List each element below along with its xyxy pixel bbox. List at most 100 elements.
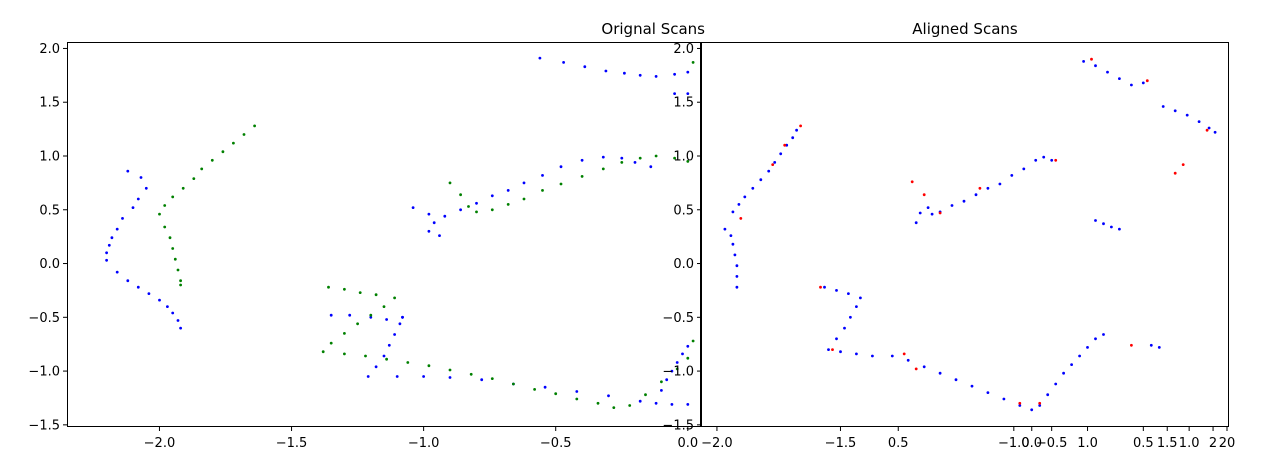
- original-green-point-7: [181, 186, 185, 190]
- aligned-blue-point-94: [938, 371, 942, 375]
- original-blue-point-46: [686, 70, 690, 74]
- original-blue-point-77: [660, 389, 663, 392]
- aligned-blue-point-100: [1030, 408, 1034, 412]
- original-green-point-1: [242, 133, 246, 136]
- aligned-scans-panel: −2.0 −1.5 0.5 −1.00.0−0.5 1.0 0.5 1.5 1.0 2 20−1.…: [662, 20, 1235, 451]
- original-green-point-20: [467, 205, 470, 208]
- original-blue-point-78: [654, 401, 658, 405]
- aligned-blue-point-93: [922, 365, 926, 369]
- aligned-red-point-3: [739, 217, 743, 220]
- original-y-tick-label-4: 0.5: [39, 203, 60, 218]
- aligned-blue-point-85: [843, 326, 846, 330]
- original-x-tick-label-2: −1.0: [408, 436, 440, 451]
- original-blue-point-44: [654, 75, 658, 78]
- aligned-blue-point-88: [839, 350, 842, 354]
- original-green-point-31: [654, 154, 658, 158]
- aligned-blue-point-41: [1130, 83, 1133, 87]
- original-green-point-18: [448, 181, 452, 185]
- aligned-blue-point-103: [1054, 382, 1058, 386]
- original-blue-point-75: [670, 369, 674, 373]
- aligned-blue-point-29: [1022, 167, 1026, 171]
- aligned-blue-point-5: [759, 178, 763, 182]
- original-blue-point-21: [427, 212, 431, 216]
- original-blue-point-51: [382, 354, 386, 358]
- original-green-point-35: [327, 285, 330, 289]
- original-blue-point-1: [139, 176, 143, 179]
- original-blue-point-26: [459, 208, 462, 212]
- original-green-point-5: [200, 167, 204, 171]
- aligned-x-tick-label-1: −1.5: [825, 436, 857, 451]
- aligned-red-point-18: [902, 352, 906, 356]
- aligned-y-tick-label-2: −0.5: [662, 311, 694, 326]
- aligned-blue-point-21: [930, 212, 934, 216]
- original-green-point-22: [490, 208, 494, 212]
- original-green-point-3: [221, 150, 225, 154]
- original-blue-point-3: [136, 197, 140, 201]
- aligned-blue-point-32: [1050, 158, 1054, 162]
- original-green-point-62: [660, 380, 663, 384]
- aligned-blue-point-42: [1141, 81, 1145, 85]
- aligned-x-tick-label-9: 1.0: [1179, 436, 1200, 451]
- original-blue-point-67: [575, 390, 579, 393]
- aligned-red-point-10: [1181, 163, 1185, 167]
- original-blue-point-31: [541, 174, 544, 177]
- original-green-point-26: [559, 182, 563, 186]
- aligned-title: Aligned Scans: [912, 20, 1018, 38]
- original-blue-point-69: [638, 399, 642, 403]
- original-blue-point-48: [686, 92, 690, 95]
- original-blue-point-47: [673, 92, 676, 95]
- original-blue-point-59: [385, 318, 388, 321]
- aligned-blue-point-27: [998, 182, 1002, 186]
- original-blue-point-70: [670, 403, 674, 406]
- original-green-point-19: [459, 193, 462, 197]
- aligned-red-point-13: [1205, 128, 1209, 132]
- original-x-tick-label-1: −1.5: [276, 436, 308, 451]
- original-blue-point-39: [562, 61, 565, 64]
- original-blue-point-61: [395, 375, 399, 378]
- original-green-point-0: [253, 124, 256, 128]
- aligned-blue-point-19: [918, 211, 922, 215]
- original-blue-point-60: [401, 315, 404, 319]
- aligned-blue-point-11: [795, 128, 798, 132]
- original-green-point-53: [490, 377, 494, 380]
- original-blue-point-66: [543, 385, 547, 389]
- aligned-blue-point-39: [1106, 70, 1109, 74]
- original-green-point-32: [673, 156, 676, 160]
- original-axes-frame: [67, 42, 701, 427]
- original-blue-point-64: [480, 378, 484, 382]
- original-green-point-11: [163, 225, 167, 229]
- original-blue-point-56: [329, 313, 333, 317]
- original-blue-point-76: [665, 378, 669, 382]
- aligned-blue-point-36: [1118, 227, 1121, 231]
- original-blue-point-74: [675, 361, 679, 364]
- original-blue-point-19: [179, 326, 183, 330]
- original-green-point-36: [343, 287, 346, 291]
- aligned-blue-point-18: [914, 221, 918, 225]
- original-green-point-57: [575, 397, 579, 401]
- original-blue-point-22: [432, 221, 436, 225]
- aligned-blue-point-3: [743, 195, 747, 199]
- aligned-x-tick-label-10: 2: [1209, 436, 1217, 451]
- original-title: Orignal Scans: [601, 20, 705, 38]
- aligned-red-point-7: [978, 186, 982, 190]
- original-green-point-6: [192, 177, 196, 181]
- original-y-tick-label-7: 2.0: [39, 42, 60, 57]
- original-green-point-61: [644, 393, 647, 397]
- original-blue-point-63: [448, 376, 452, 379]
- aligned-red-point-22: [1130, 343, 1133, 347]
- original-blue-point-23: [427, 229, 431, 233]
- original-green-point-43: [343, 332, 346, 335]
- original-y-tick-label-1: −1.0: [28, 365, 60, 380]
- original-blue-point-7: [110, 236, 114, 240]
- aligned-blue-point-91: [890, 354, 894, 358]
- original-green-point-12: [168, 236, 172, 240]
- original-blue-point-25: [443, 214, 447, 218]
- aligned-blue-point-13: [731, 242, 735, 246]
- original-x-tick-label-4: 0.0: [677, 436, 698, 451]
- aligned-blue-point-108: [1094, 337, 1097, 341]
- aligned-blue-point-84: [849, 315, 852, 319]
- aligned-axes-frame: [701, 42, 1229, 427]
- original-green-point-52: [469, 372, 473, 376]
- original-green-point-59: [612, 406, 616, 409]
